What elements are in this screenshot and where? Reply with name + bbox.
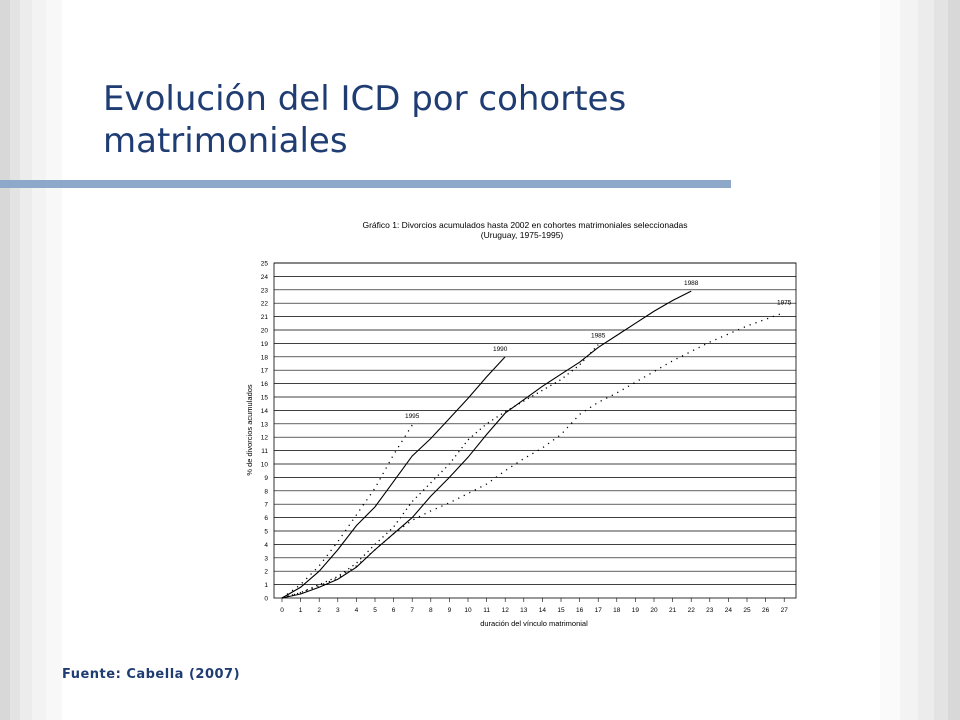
x-axis-label: duración del vínculo matrimonial	[480, 619, 588, 628]
y-tick-label: 14	[261, 408, 269, 415]
series-label-1988: 1988	[684, 280, 699, 287]
x-tick-label: 22	[688, 607, 696, 614]
x-tick-label: 16	[576, 607, 584, 614]
x-tick-label: 2	[317, 607, 321, 614]
series-label-1995: 1995	[405, 413, 420, 420]
x-tick-label: 10	[464, 607, 472, 614]
y-tick-label: 2	[264, 569, 268, 576]
x-tick-label: 25	[743, 607, 751, 614]
slide-title: Evolución del ICD por cohortes matrimoni…	[103, 79, 627, 161]
y-tick-label: 13	[261, 421, 269, 428]
title-underline	[0, 180, 731, 188]
x-tick-label: 0	[280, 607, 284, 614]
y-tick-label: 10	[261, 462, 269, 469]
x-tick-label: 7	[410, 607, 414, 614]
x-tick-label: 9	[448, 607, 452, 614]
y-tick-label: 12	[261, 435, 269, 442]
x-tick-label: 11	[483, 607, 490, 614]
chart-title: Gráfico 1: Divorcios acumulados hasta 20…	[362, 220, 687, 230]
y-tick-label: 4	[264, 542, 268, 549]
grid-lines	[274, 262, 796, 585]
y-tick-label: 23	[261, 287, 269, 294]
series-line-1990	[281, 356, 506, 599]
y-tick-label: 25	[261, 261, 269, 268]
x-tick-label: 27	[781, 607, 789, 614]
x-tick-label: 8	[429, 607, 433, 614]
y-tick-label: 15	[261, 395, 269, 402]
y-tick-label: 9	[264, 475, 268, 482]
y-tick-label: 1	[264, 582, 268, 589]
series-label-1985: 1985	[591, 333, 606, 340]
x-tick-label: 20	[650, 607, 658, 614]
x-tick-label: 4	[355, 607, 359, 614]
x-tick-label: 21	[669, 607, 677, 614]
y-tick-label: 18	[261, 354, 269, 361]
x-tick-label: 1	[299, 607, 303, 614]
x-tick-label: 26	[762, 607, 770, 614]
x-tick-label: 13	[520, 607, 528, 614]
y-tick-label: 0	[264, 596, 268, 603]
y-tick-labels: 0123456789101112131415161718192021222324…	[261, 261, 269, 603]
x-tick-label: 5	[373, 607, 377, 614]
chart-subtitle: (Uruguay, 1975-1995)	[481, 230, 564, 240]
y-axis-label: % de divorcios acumulados	[245, 384, 254, 476]
x-tick-label: 14	[539, 607, 547, 614]
x-tick-label: 23	[706, 607, 714, 614]
series-label-1975: 1975	[777, 300, 792, 307]
y-tick-label: 16	[261, 381, 269, 388]
series-labels: 1975 1985 1988 1990 1995	[405, 280, 792, 420]
y-tick-label: 5	[264, 529, 268, 536]
y-tick-label: 24	[261, 274, 269, 281]
y-tick-label: 22	[261, 301, 269, 308]
source-note: Fuente: Cabella (2007)	[62, 667, 241, 682]
y-tick-label: 21	[261, 314, 269, 321]
series-line-1988	[281, 290, 692, 599]
x-tick-label: 17	[595, 607, 603, 614]
y-tick-label: 3	[264, 555, 268, 562]
x-tick-label: 24	[725, 607, 733, 614]
series-label-1990: 1990	[493, 346, 508, 353]
plot-area	[273, 262, 797, 599]
x-tick-labels: 0 1 2 3 4 5 6 7 8 9 10 11 12 13 14 15 16 17 18 19 20 21 22 23 24…	[280, 598, 788, 614]
y-tick-label: 8	[264, 488, 268, 495]
x-tick-label: 3	[336, 607, 340, 614]
x-tick-label: 19	[632, 607, 640, 614]
y-tick-label: 20	[261, 328, 269, 335]
x-tick-label: 12	[502, 607, 510, 614]
y-tick-label: 11	[261, 448, 268, 455]
y-tick-label: 17	[261, 368, 269, 375]
y-tick-label: 6	[264, 515, 268, 522]
y-tick-label: 7	[264, 502, 268, 509]
x-tick-label: 6	[392, 607, 396, 614]
x-tick-label: 15	[557, 607, 565, 614]
x-tick-label: 18	[613, 607, 621, 614]
y-tick-label: 19	[261, 341, 269, 348]
series-lines	[281, 290, 785, 599]
